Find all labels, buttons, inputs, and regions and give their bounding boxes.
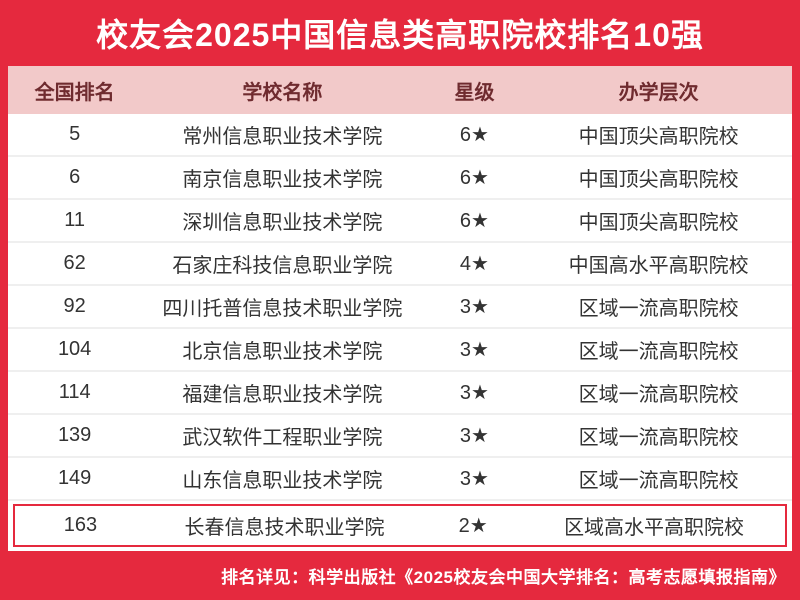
table-row: 139 武汉软件工程职业学院 3★ 区域一流高职院校 (8, 415, 792, 458)
school-cell: 四川托普信息技术职业学院 (162, 298, 403, 320)
star-cell: 3★ (459, 425, 489, 447)
rank-cell: 62 (63, 252, 86, 274)
table-header-row: 全国排名 学校名称 星级 办学层次 (8, 66, 792, 114)
table-row: 163 长春信息技术职业学院 2★ 区域高水平高职院校 (13, 504, 787, 547)
column-header-rank: 全国排名 (34, 81, 115, 104)
column-header-level: 办学层次 (618, 81, 699, 104)
school-cell: 福建信息职业技术学院 (182, 384, 383, 406)
level-cell: 中国高水平高职院校 (568, 255, 749, 277)
school-cell: 山东信息职业技术学院 (182, 470, 383, 492)
star-cell: 6★ (459, 167, 489, 189)
school-cell: 南京信息职业技术学院 (182, 169, 383, 191)
school-cell: 常州信息职业技术学院 (182, 126, 383, 148)
rank-cell: 5 (69, 123, 81, 145)
level-cell: 中国顶尖高职院校 (578, 212, 739, 234)
level-cell: 区域高水平高职院校 (564, 517, 745, 539)
table-row: 62 石家庄科技信息职业学院 4★ 中国高水平高职院校 (8, 243, 792, 286)
school-cell: 石家庄科技信息职业学院 (172, 255, 393, 277)
school-cell: 深圳信息职业技术学院 (182, 212, 383, 234)
table-row: 6 南京信息职业技术学院 6★ 中国顶尖高职院校 (8, 157, 792, 200)
rank-cell: 11 (64, 209, 86, 231)
level-cell: 区域一流高职院校 (578, 427, 739, 449)
rank-cell: 104 (57, 338, 92, 360)
footer-note: 排名详见：科学出版社《2025校友会中国大学排名：高考志愿填报指南》 (221, 568, 786, 587)
rank-cell: 92 (63, 295, 86, 317)
level-cell: 区域一流高职院校 (578, 298, 739, 320)
star-cell: 3★ (459, 382, 489, 404)
rank-cell: 139 (57, 424, 92, 446)
school-cell: 北京信息职业技术学院 (182, 341, 383, 363)
star-cell: 4★ (459, 253, 489, 275)
school-cell: 武汉软件工程职业学院 (182, 427, 383, 449)
level-cell: 区域一流高职院校 (578, 384, 739, 406)
star-cell: 6★ (459, 124, 489, 146)
level-cell: 区域一流高职院校 (578, 341, 739, 363)
rank-cell: 6 (69, 166, 81, 188)
star-cell: 3★ (459, 296, 489, 318)
ranking-table: 全国排名 学校名称 星级 办学层次 5 常州信息职业技术学院 6★ 中国顶尖高职… (8, 66, 792, 551)
level-cell: 区域一流高职院校 (578, 470, 739, 492)
rank-cell: 163 (63, 514, 98, 536)
star-cell: 3★ (459, 468, 489, 490)
table-row: 5 常州信息职业技术学院 6★ 中国顶尖高职院校 (8, 114, 792, 157)
level-cell: 中国顶尖高职院校 (578, 126, 739, 148)
column-header-star: 星级 (454, 81, 495, 104)
table-row: 92 四川托普信息技术职业学院 3★ 区域一流高职院校 (8, 286, 792, 329)
level-cell: 中国顶尖高职院校 (578, 169, 739, 191)
rank-cell: 149 (57, 467, 92, 489)
page-title: 校友会2025中国信息类高职院校排名10强 (96, 17, 704, 53)
table-body: 5 常州信息职业技术学院 6★ 中国顶尖高职院校 6 南京信息职业技术学院 6★… (8, 114, 792, 547)
table-row: 11 深圳信息职业技术学院 6★ 中国顶尖高职院校 (8, 200, 792, 243)
star-cell: 6★ (459, 210, 489, 232)
table-row: 114 福建信息职业技术学院 3★ 区域一流高职院校 (8, 372, 792, 415)
table-row: 104 北京信息职业技术学院 3★ 区域一流高职院校 (8, 329, 792, 372)
star-cell: 2★ (458, 515, 488, 537)
school-cell: 长春信息技术职业学院 (184, 517, 385, 539)
column-header-school: 学校名称 (242, 81, 323, 104)
star-cell: 3★ (459, 339, 489, 361)
table-row: 149 山东信息职业技术学院 3★ 区域一流高职院校 (8, 458, 792, 501)
rank-cell: 114 (58, 381, 91, 403)
